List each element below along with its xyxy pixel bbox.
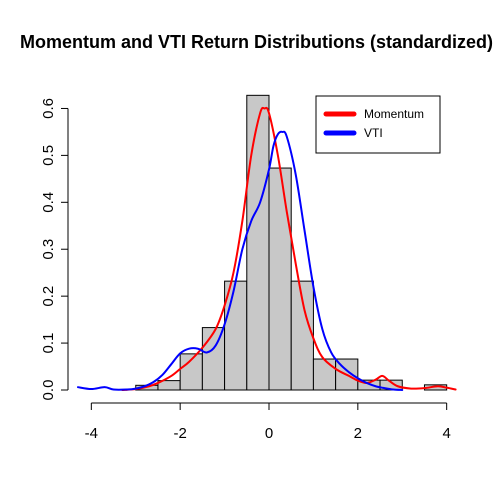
x-tick-label: -2 bbox=[173, 425, 186, 442]
y-tick-label: 0.0 bbox=[40, 380, 57, 401]
legend-box bbox=[315, 95, 441, 154]
x-axis: -4 -2 0 2 4 bbox=[85, 402, 451, 442]
y-tick-label: 0.6 bbox=[40, 98, 57, 119]
density-curves bbox=[77, 106, 457, 391]
y-tick-label: 0.2 bbox=[40, 286, 57, 307]
legend-label: VTI bbox=[364, 126, 383, 140]
histogram-bar bbox=[268, 167, 292, 391]
chart-title: Momentum and VTI Return Distributions (s… bbox=[20, 32, 493, 52]
x-tick-label: 4 bbox=[443, 425, 451, 442]
y-tick-label: 0.1 bbox=[40, 333, 57, 354]
series-line-momentum bbox=[121, 106, 457, 391]
y-tick-label: 0.4 bbox=[40, 192, 57, 213]
histogram-bar bbox=[201, 327, 226, 391]
x-tick-label: -4 bbox=[85, 425, 98, 442]
y-tick-label: 0.3 bbox=[40, 239, 57, 260]
y-tick-label: 0.5 bbox=[40, 145, 57, 166]
y-axis: 0.0 0.1 0.2 0.3 0.4 0.5 0.6 bbox=[40, 98, 69, 401]
series-line-vti bbox=[77, 130, 404, 391]
histogram-bar bbox=[312, 358, 337, 391]
x-tick-label: 2 bbox=[354, 425, 362, 442]
x-tick-label: 0 bbox=[265, 425, 273, 442]
legend: Momentum VTI bbox=[315, 95, 441, 154]
histogram-bar bbox=[246, 94, 270, 391]
legend-label: Momentum bbox=[364, 107, 424, 121]
